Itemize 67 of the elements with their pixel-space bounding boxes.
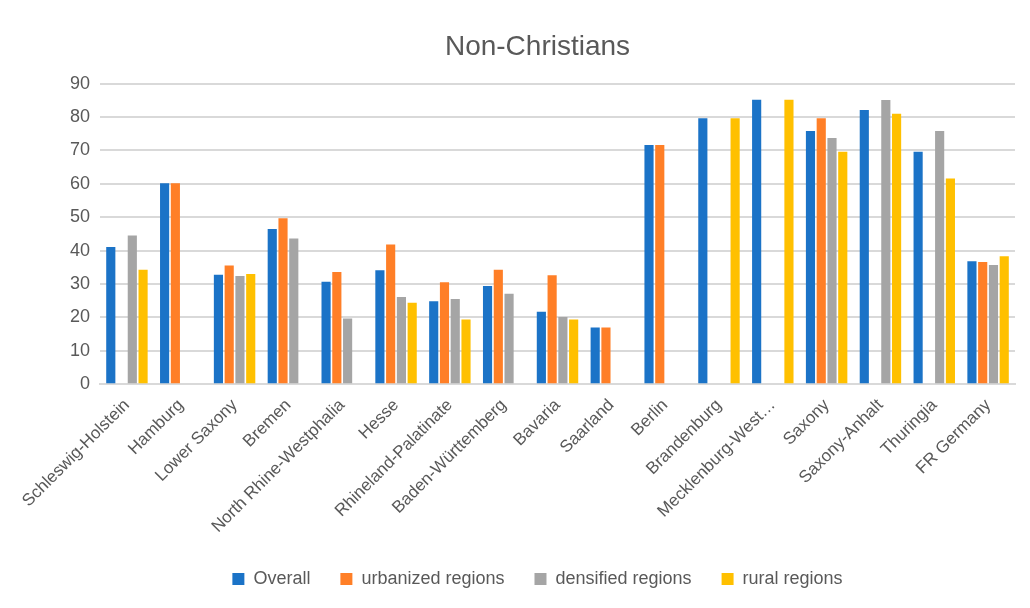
bar: [601, 327, 611, 384]
y-tick-label: 0: [80, 373, 91, 394]
bar: [655, 145, 665, 384]
bar: [235, 275, 245, 384]
bar: [547, 275, 557, 384]
bar: [267, 228, 277, 384]
bar: [106, 246, 116, 384]
bar: [784, 99, 794, 384]
bar: [816, 118, 826, 384]
bar: [450, 299, 460, 384]
bar: [827, 138, 837, 384]
bar: [127, 235, 137, 384]
bar: [644, 145, 654, 384]
bar: [698, 118, 708, 384]
y-tick-label: 80: [69, 105, 91, 126]
bar: [590, 327, 600, 384]
bar: [838, 151, 848, 384]
bar: [396, 297, 406, 384]
bar: [461, 319, 471, 384]
bar: [913, 151, 923, 384]
bar: [881, 99, 891, 384]
bar: [967, 261, 977, 384]
y-tick-label: 60: [69, 172, 91, 193]
bar: [730, 118, 740, 384]
bar: [988, 264, 999, 384]
bar: [375, 270, 385, 384]
bar: [504, 293, 514, 384]
y-tick-label: 90: [69, 72, 91, 93]
legend-label: Overall: [253, 567, 311, 588]
bar: [536, 311, 546, 384]
bar: [278, 218, 288, 384]
bar: [558, 317, 568, 384]
bar: [945, 178, 955, 384]
y-tick-label: 50: [69, 206, 91, 227]
y-tick-label: 20: [69, 306, 91, 327]
bar: [224, 265, 234, 384]
y-tick-label: 10: [69, 339, 91, 360]
y-tick-label: 70: [69, 139, 91, 160]
bar: [160, 183, 170, 384]
bar: [859, 109, 869, 384]
bar: [170, 183, 180, 384]
bar: [386, 244, 396, 384]
bar: [892, 113, 902, 384]
bar: [321, 281, 331, 384]
bar: [213, 274, 224, 384]
y-tick-label: 40: [69, 239, 91, 260]
bar: [138, 269, 148, 384]
bar: [246, 273, 256, 384]
bar: [407, 302, 417, 384]
bar: [332, 271, 342, 384]
bar: [978, 261, 988, 384]
bar: [805, 131, 816, 384]
chart-title: Non-Christians: [444, 29, 631, 61]
bar: [493, 269, 503, 384]
bar: [289, 238, 299, 384]
legend-label: densified regions: [555, 567, 692, 588]
legend-label: rural regions: [742, 567, 843, 588]
bar: [439, 282, 450, 384]
bar: [429, 301, 439, 384]
bar: [935, 131, 945, 384]
bar: [482, 285, 493, 384]
bar: [569, 319, 579, 384]
legend-label: urbanized regions: [361, 567, 505, 588]
bar: [343, 318, 353, 384]
y-tick-label: 30: [69, 272, 91, 293]
bar: [752, 99, 762, 384]
bar: [999, 256, 1009, 384]
